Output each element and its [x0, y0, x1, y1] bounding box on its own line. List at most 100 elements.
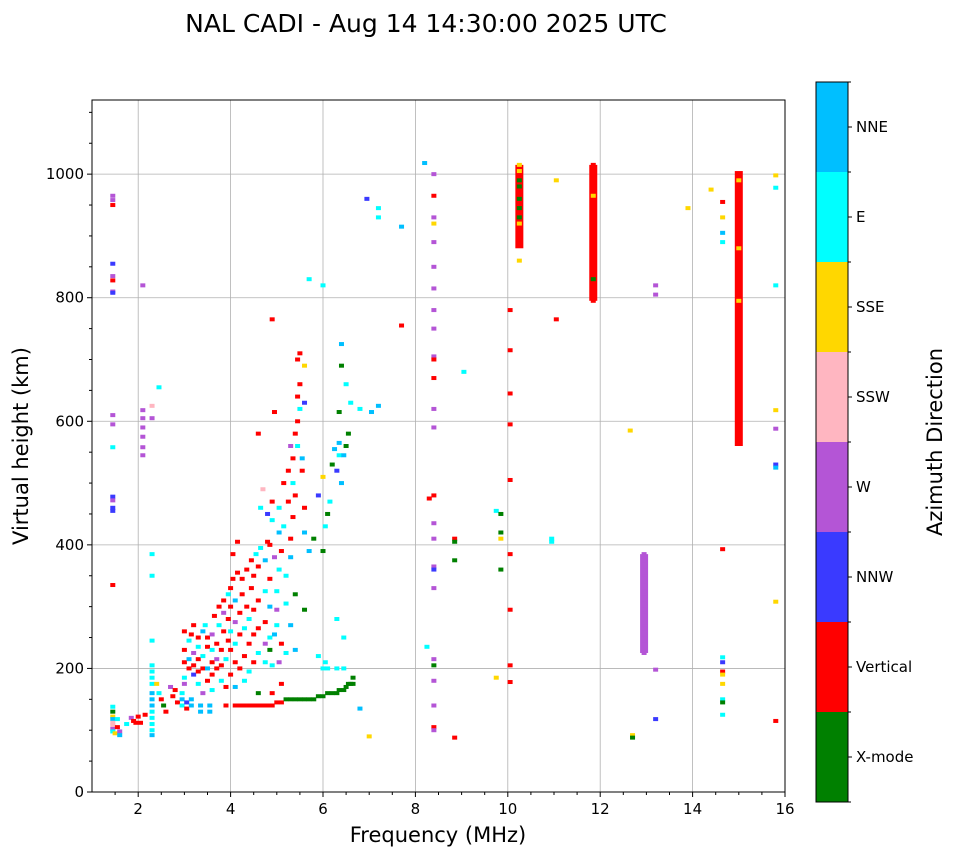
echo-point — [168, 684, 174, 689]
echo-point — [322, 524, 328, 529]
echo-point — [736, 271, 742, 275]
echo-point — [736, 172, 742, 177]
echo-point — [736, 178, 742, 183]
echo-point — [498, 511, 504, 516]
echo-point — [283, 573, 289, 578]
echo-point — [276, 660, 282, 665]
echo-point — [255, 564, 261, 569]
echo-point — [516, 196, 522, 201]
echo-point — [246, 669, 252, 674]
echo-point — [140, 283, 146, 288]
echo-point — [431, 425, 437, 430]
echo-point — [431, 564, 437, 569]
echo-point — [334, 691, 340, 696]
echo-point — [288, 697, 294, 702]
echo-point — [218, 663, 224, 668]
echo-point — [205, 678, 210, 683]
y-tick-label: 200 — [55, 659, 84, 677]
colorbar-label: SSW — [856, 388, 890, 406]
echo-point — [186, 666, 192, 671]
echo-point — [302, 607, 308, 612]
echo-point — [260, 487, 266, 492]
echo-point — [237, 703, 243, 708]
echo-point — [262, 641, 268, 646]
echo-point — [179, 703, 185, 708]
echo-point — [114, 725, 120, 730]
echo-point — [110, 198, 116, 203]
echo-point — [205, 644, 210, 649]
echo-point — [274, 700, 280, 705]
echo-point — [207, 703, 213, 708]
echo-point — [375, 215, 381, 220]
echo-point — [553, 317, 559, 322]
colorbar-swatch — [816, 262, 848, 352]
echo-point — [267, 604, 273, 609]
echo-point — [214, 657, 220, 662]
echo-point — [431, 286, 437, 291]
echo-point — [736, 391, 742, 396]
echo-point — [720, 697, 726, 702]
echo-point — [269, 499, 275, 504]
echo-point — [228, 672, 234, 677]
echo-point — [267, 576, 273, 581]
echo-point — [149, 416, 155, 421]
echo-point — [720, 672, 726, 677]
echo-point — [288, 555, 294, 560]
echo-point — [191, 663, 197, 668]
echo-point — [274, 589, 280, 594]
echo-point — [736, 184, 742, 189]
echo-point — [507, 607, 513, 612]
echo-point — [736, 342, 742, 347]
echo-point — [327, 499, 333, 504]
echo-point — [110, 720, 116, 725]
echo-point — [320, 694, 326, 699]
echo-point — [431, 221, 437, 226]
echo-point — [241, 678, 247, 683]
echo-point — [186, 657, 192, 662]
echo-point — [773, 426, 779, 431]
echo-point — [269, 663, 275, 668]
echo-point — [641, 638, 647, 643]
echo-point — [498, 530, 504, 535]
echo-point — [149, 663, 155, 668]
echo-point — [251, 703, 257, 708]
x-tick-label: 14 — [683, 800, 702, 818]
echo-point — [399, 224, 405, 229]
echo-point — [320, 283, 326, 288]
echo-point — [630, 733, 636, 738]
echo-point — [235, 570, 241, 575]
echo-point — [239, 576, 245, 581]
echo-point — [149, 728, 155, 733]
echo-point — [653, 283, 659, 288]
echo-point — [343, 684, 349, 689]
echo-point — [209, 672, 215, 677]
echo-point — [158, 697, 164, 702]
echo-point — [149, 552, 155, 557]
echo-point — [237, 632, 243, 637]
echo-point — [117, 733, 123, 738]
echo-point — [345, 431, 351, 436]
echo-point — [334, 468, 340, 473]
echo-point — [110, 726, 116, 731]
echo-point — [276, 567, 282, 572]
echo-point — [311, 536, 317, 541]
echo-point — [641, 601, 647, 606]
echo-point — [255, 703, 261, 708]
echo-point — [235, 539, 241, 544]
echo-point — [736, 440, 742, 445]
echo-point — [302, 363, 308, 368]
echo-point — [422, 161, 428, 166]
echo-point — [276, 530, 282, 535]
echo-point — [149, 715, 155, 720]
echo-point — [334, 617, 340, 621]
echo-point — [191, 650, 197, 655]
echo-point — [274, 607, 280, 612]
echo-point — [306, 697, 312, 702]
echo-point — [117, 729, 123, 734]
echo-point — [341, 635, 347, 640]
echo-point — [149, 733, 155, 738]
echo-point — [332, 447, 338, 452]
echo-point — [292, 431, 298, 436]
echo-point — [720, 712, 726, 717]
